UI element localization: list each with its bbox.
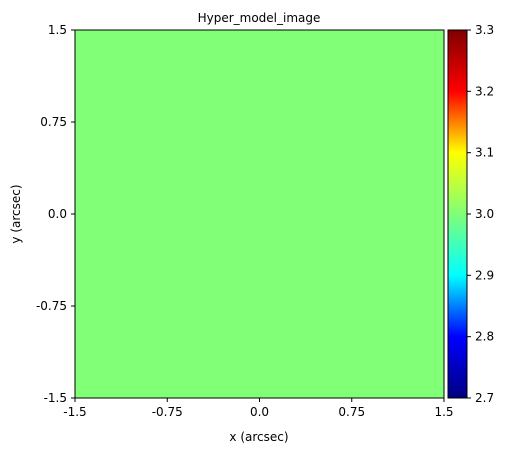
colorbar-tick-label: 2.8	[475, 330, 494, 344]
x-tick-label: -0.75	[152, 405, 183, 419]
heatmap-image	[75, 30, 444, 398]
x-axis-label: x (arcsec)	[229, 430, 288, 444]
colorbar-tick-label: 3.2	[475, 84, 494, 98]
x-axis: -1.5 -0.75 0.0 0.75 1.5	[63, 398, 454, 419]
y-tick-label: 1.5	[48, 23, 67, 37]
y-tick-label: -1.5	[44, 391, 67, 405]
chart-title: Hyper_model_image	[198, 11, 321, 25]
plot-area	[74, 29, 445, 399]
colorbar-tick-label: 2.7	[475, 391, 494, 405]
x-tick-label: -1.5	[63, 405, 86, 419]
y-tick-label: 0.75	[40, 115, 67, 129]
colorbar-gradient	[448, 30, 467, 398]
colorbar-tick-label: 2.9	[475, 268, 494, 282]
colorbar-tick-label: 3.1	[475, 146, 494, 160]
x-tick-label: 0.0	[250, 405, 269, 419]
colorbar-tick-label: 3.3	[475, 23, 494, 37]
colorbar: 2.7 2.8 2.9 3.0 3.1 3.2 3.3	[447, 23, 494, 405]
x-tick-label: 1.5	[434, 405, 453, 419]
y-axis: -1.5 -0.75 0.0 0.75 1.5	[36, 23, 75, 405]
y-tick-label: -0.75	[36, 299, 67, 313]
y-axis-label: y (arcsec)	[9, 184, 23, 243]
y-tick-label: 0.0	[48, 207, 67, 221]
colorbar-tick-label: 3.0	[475, 207, 494, 221]
x-tick-label: 0.75	[338, 405, 365, 419]
